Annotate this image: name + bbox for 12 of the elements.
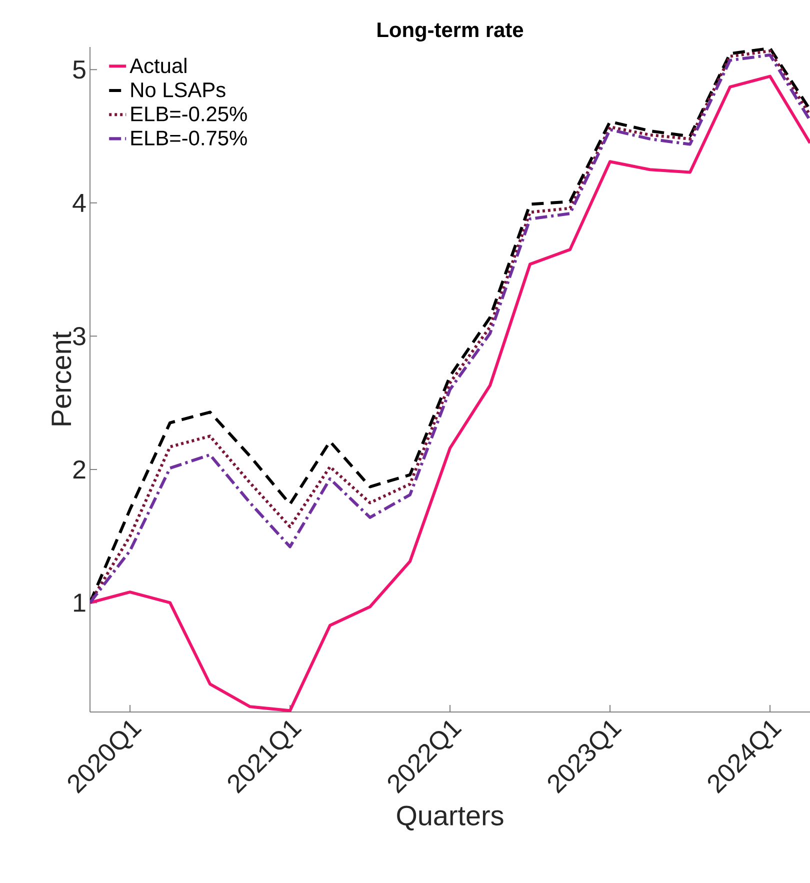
legend-label: No LSAPs bbox=[131, 82, 226, 98]
y-tick-label: 1 bbox=[74, 594, 86, 612]
legend-label: ELB=-0.25% bbox=[131, 106, 247, 122]
x-axis-title: Quarters bbox=[397, 806, 504, 830]
y-tick-label: 5 bbox=[73, 60, 86, 79]
y-tick-label: 3 bbox=[73, 327, 86, 346]
legend-label: Actual bbox=[130, 58, 186, 74]
y-tick-label: 4 bbox=[72, 194, 86, 212]
y-axis-title: Percent bbox=[52, 332, 72, 426]
chart-title: Long-term rate bbox=[378, 22, 524, 42]
legend-label: ELB=-0.75% bbox=[131, 130, 247, 146]
y-tick-label: 2 bbox=[73, 460, 86, 478]
